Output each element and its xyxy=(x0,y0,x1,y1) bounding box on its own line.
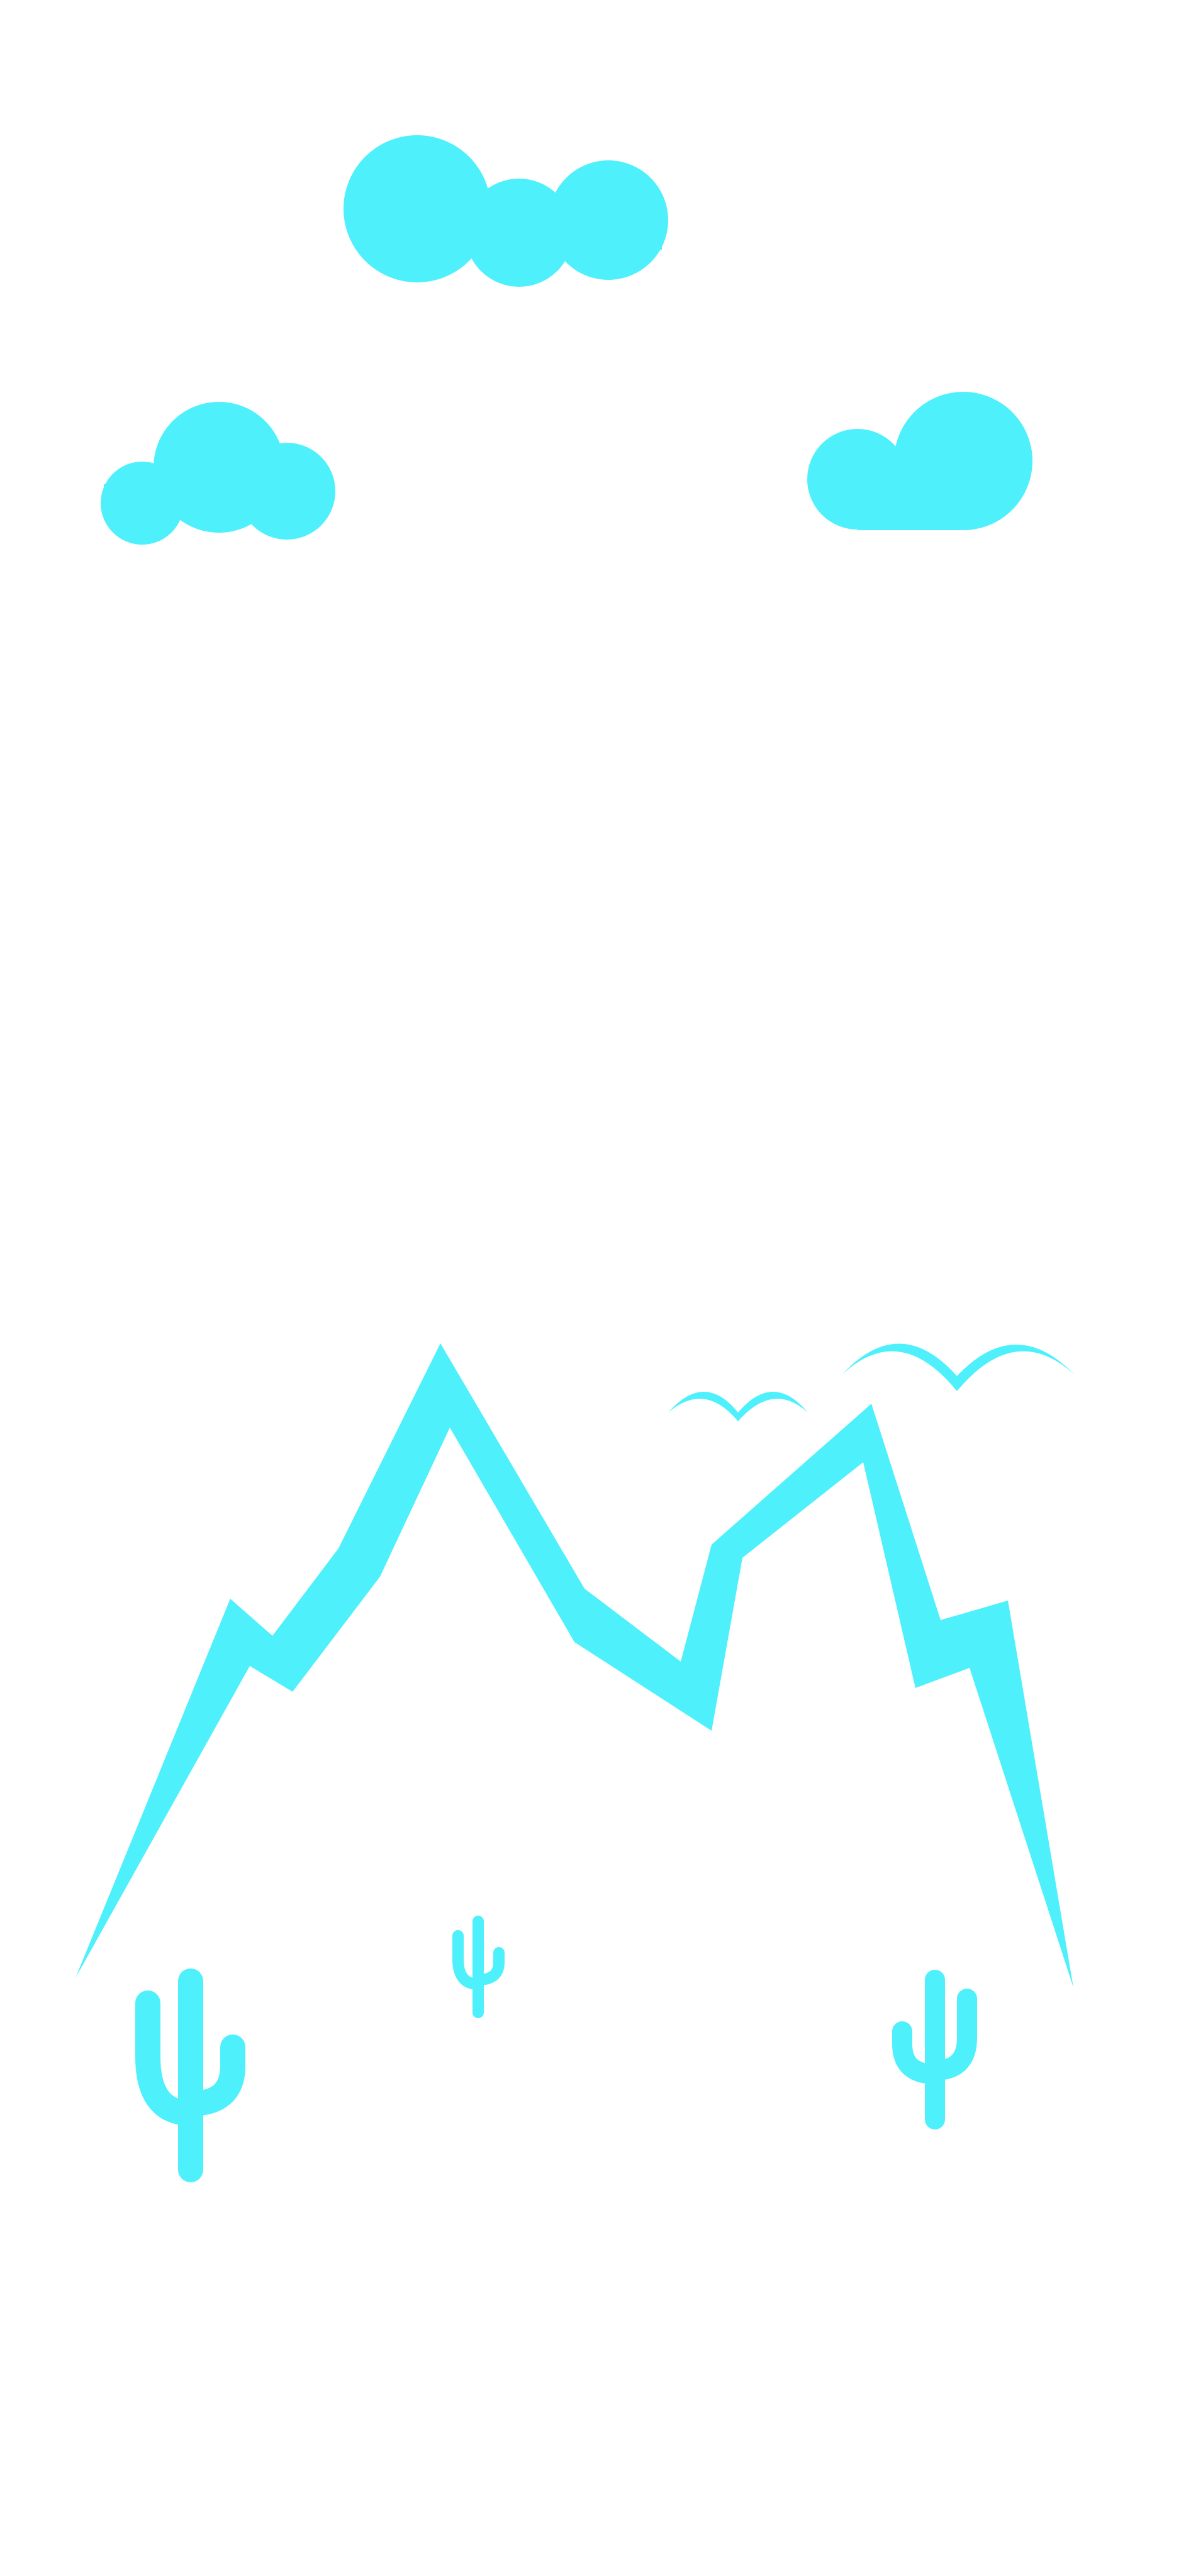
cactus-icon-right xyxy=(892,1970,977,2129)
cloud-icon-right xyxy=(807,392,1032,530)
cloud-icon-top xyxy=(344,135,668,287)
cactus-icon-left xyxy=(135,1968,245,2182)
cloud-icon-left xyxy=(101,402,335,545)
mountain-outline xyxy=(75,1343,1073,1987)
bird-icon-small xyxy=(668,1392,808,1421)
bird-icon-large xyxy=(842,1343,1075,1391)
cactus-icon-center xyxy=(452,1916,505,2018)
